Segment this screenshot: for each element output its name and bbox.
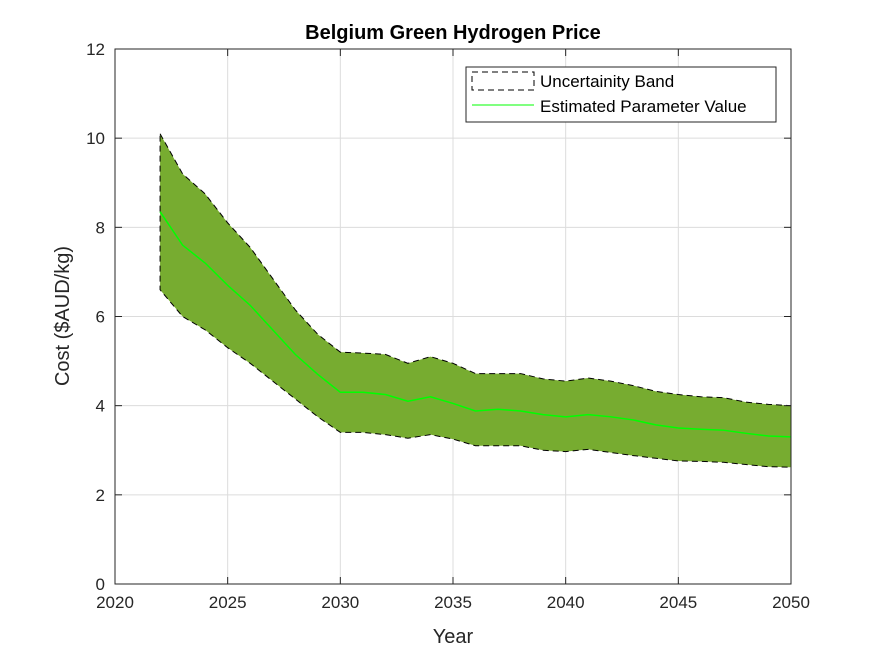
x-tick-label-4: 2040 [547, 593, 585, 612]
uncertainty-band [159, 131, 792, 468]
legend-label-line: Estimated Parameter Value [540, 97, 747, 116]
x-tick-label-5: 2045 [659, 593, 697, 612]
legend-swatch-band [471, 71, 535, 91]
y-tick-label-3: 6 [96, 308, 105, 327]
y-axis-label: Cost ($AUD/kg) [52, 246, 74, 386]
y-tick-label-4: 8 [96, 218, 105, 237]
x-tick-label-6: 2050 [772, 593, 810, 612]
y-tick-label-5: 10 [86, 129, 105, 148]
y-tick-label-2: 4 [96, 397, 105, 416]
y-tick-label-6: 12 [86, 40, 105, 59]
tick-labels: 2020 2025 2030 2035 2040 2045 2050 0 2 4 6 8 10 12 [86, 40, 810, 612]
x-tick-label-2: 2030 [321, 593, 359, 612]
band-layer [159, 131, 792, 468]
chart-title: Belgium Green Hydrogen Price [305, 22, 601, 44]
legend: Uncertainity Band Estimated Parameter Va… [465, 66, 777, 123]
y-tick-label-0: 0 [96, 575, 105, 594]
estimated-value-line [159, 211, 792, 438]
x-tick-label-0: 2020 [96, 593, 134, 612]
line-layer [159, 211, 792, 438]
y-tick-label-1: 2 [96, 486, 105, 505]
x-axis-label: Year [433, 626, 474, 648]
legend-label-band: Uncertainity Band [540, 72, 674, 91]
ticks [114, 48, 792, 585]
x-tick-label-3: 2035 [434, 593, 472, 612]
x-tick-label-1: 2025 [209, 593, 247, 612]
